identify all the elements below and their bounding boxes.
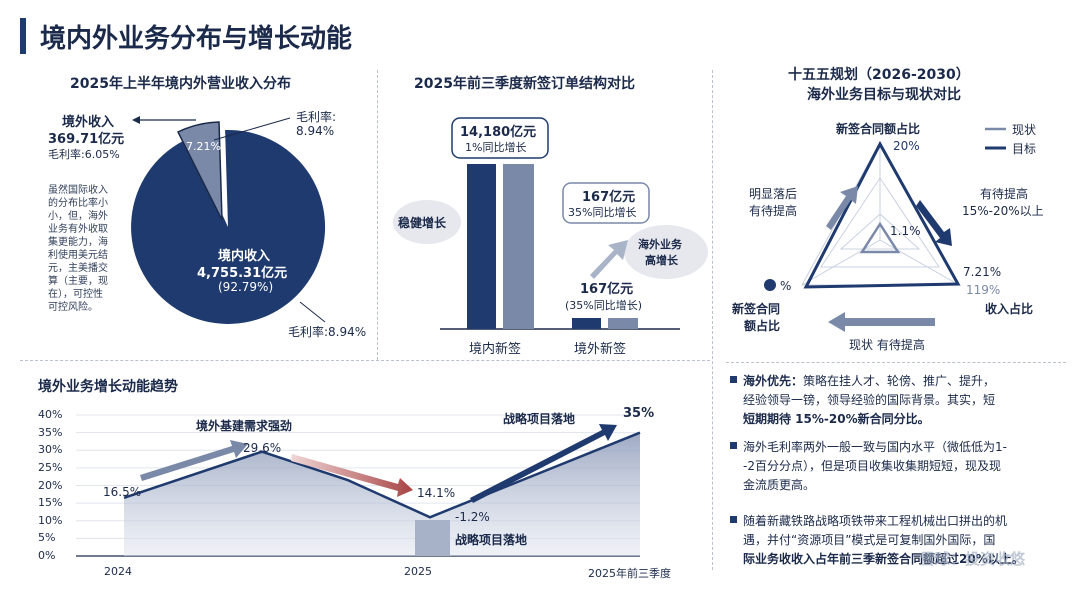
legend-target: 目标: [1012, 142, 1037, 156]
bar-cat-overseas: 境外新签: [574, 342, 627, 357]
trend-annot-bottom: 战略项目落地: [455, 533, 528, 547]
radar-axis-right-v1: 7.21%: [963, 265, 1002, 279]
arrow-right-annot: [470, 424, 617, 503]
domestic-value: 4,755.31亿元: [197, 266, 288, 281]
trend-ytick-label: 0%: [38, 549, 56, 562]
bar-domestic-slate: [503, 164, 534, 329]
arrow-left-annot: [140, 440, 248, 481]
trend-ytick-label: 25%: [38, 460, 63, 474]
radar-title-line2: 海外业务目标与现状对比: [807, 87, 961, 103]
radar-axis-left-value: %: [780, 279, 792, 293]
bullet-square-icon: [730, 516, 737, 523]
page-title: 境内外业务分布与增长动能: [40, 24, 353, 54]
radar-axis-top-value: 20%: [893, 139, 920, 153]
radar-axis-right-v2: 119%: [966, 283, 1001, 297]
radar-note-bottom: 现状 有待提高: [849, 338, 925, 352]
overseas-value: 369.71亿元: [48, 132, 125, 147]
divider-radar-bullets: [726, 362, 1066, 363]
bar-overseas-callout-value: 167亿元: [582, 190, 636, 205]
trend-xtick-label: 2025年前三季度: [588, 567, 671, 580]
bar-title: 2025年前三季度新签订单结构对比: [414, 76, 635, 92]
trend-xtick-label: 2024: [104, 565, 132, 578]
trend-label-p5: 35%: [623, 406, 655, 421]
radar-axis-right: 收入占比: [985, 302, 1034, 316]
margin-top-label: 毛利率:: [296, 110, 337, 124]
overseas-margin: 毛利率:6.05%: [48, 148, 120, 161]
bullet-1: 海外优先：策略在挂人才、轮傍、推广、提升， 经验领导一镑，领导经验的国际背景。其…: [730, 372, 1075, 429]
trend-ytick-label: 10%: [38, 513, 63, 527]
radar-target: [803, 140, 961, 289]
radar-title-line1: 十五五规划（2026-2030）: [788, 67, 970, 83]
trend-xtick-label: 2025: [404, 565, 432, 578]
trend-area: [124, 432, 640, 556]
bar-overseas-value: 167亿元: [580, 282, 634, 297]
domestic-pct: (92.79%): [218, 280, 274, 294]
trend-ytick-label: 5%: [38, 531, 56, 545]
bullet-3: 随着新藏铁路战略项铁带来工程机械出口拼出的机 遇，并付“资源项目”模式是可复制国…: [730, 512, 1075, 569]
domestic-label: 境内收入: [218, 249, 271, 264]
bullet-2: 海外毛利率两外一般一致与国内水平（微低低为1- -2百分分点），但是项目收集收集…: [730, 438, 1075, 495]
trend-ytick-label: 20%: [38, 478, 63, 492]
trend-line: [123, 431, 641, 519]
pie-slice-domestic: [131, 129, 326, 324]
bar-overseas-navy: [572, 318, 601, 329]
trend-ytick-label: 15%: [38, 496, 63, 510]
bubble-overseas-line2: 高增长: [645, 254, 678, 267]
bar-domestic-callout-value: 14,180亿元: [460, 125, 537, 140]
radar-note-left-line1: 明显落后: [749, 187, 798, 201]
overseas-label: 境外收入: [62, 115, 115, 130]
pie-note: 虽然国际收入 的分布比率小 小，但，海外 业务有外收取 集更能力，海 利使用美元结 元，…: [48, 185, 108, 313]
divider-left: [377, 70, 378, 360]
bullet-square-icon: [730, 376, 737, 383]
legend-current: 现状: [1012, 123, 1037, 137]
bar-domestic-callout-growth: 1%同比增长: [465, 141, 527, 154]
margin-bottom: 毛利率:8.94%: [288, 325, 367, 339]
radar-center-value: 1.1%: [890, 224, 921, 238]
trend-dip-band: [415, 520, 450, 556]
bar-overseas-slate: [608, 318, 638, 329]
trend-ytick-label: 30%: [38, 443, 63, 457]
bar-cat-domestic: 境内新签: [469, 342, 522, 357]
divider-middle: [20, 360, 710, 361]
watermark: 雪球：投资收悠: [920, 550, 1026, 568]
radar-axis-top: 新签合同额占比: [836, 122, 921, 136]
radar-note-right-line1: 有待提高: [980, 187, 1029, 201]
trend-label-p3: 14.1%: [417, 486, 456, 500]
arrow-red-annot: [291, 454, 413, 497]
bar-overseas-growth: (35%同比增长): [565, 299, 643, 312]
margin-top-value: 8.94%: [296, 124, 335, 138]
trend-ytick-label: 40%: [38, 408, 63, 421]
trend-label-p1: 16.5%: [103, 485, 142, 499]
title-accent-bar: [20, 18, 26, 54]
bullet-square-icon: [730, 442, 737, 449]
trend-annot-right: 战略项目落地: [503, 412, 576, 426]
overseas-pct-label: 7.21%: [186, 140, 221, 153]
radar-axis-left-line2: 额占比: [744, 319, 781, 333]
bar-overseas-callout-growth: 35%同比增长: [568, 206, 637, 219]
radar-axis-left-line1: 新签合同: [732, 302, 781, 316]
trend-label-p4: -1.2%: [455, 510, 490, 524]
bubble-overseas-line1: 海外业务: [638, 238, 682, 251]
bubble-steady: 稳健增长: [398, 216, 447, 230]
pie-title: 2025年上半年境内外营业收入分布: [70, 76, 291, 92]
trend-ytick-label: 35%: [38, 425, 63, 439]
trend-title: 境外业务增长动能趋势: [38, 379, 178, 395]
pie-slice-overseas: [176, 121, 223, 221]
trend-label-p2: 29.6%: [243, 441, 282, 455]
bar-domestic-navy: [467, 164, 496, 329]
trend-annot-left: 境外基建需求强劲: [196, 419, 293, 433]
radar-note-left-line2: 有待提高: [749, 204, 798, 218]
divider-right: [712, 70, 713, 570]
radar-note-right-line2: 15%-20%以上: [962, 204, 1044, 218]
